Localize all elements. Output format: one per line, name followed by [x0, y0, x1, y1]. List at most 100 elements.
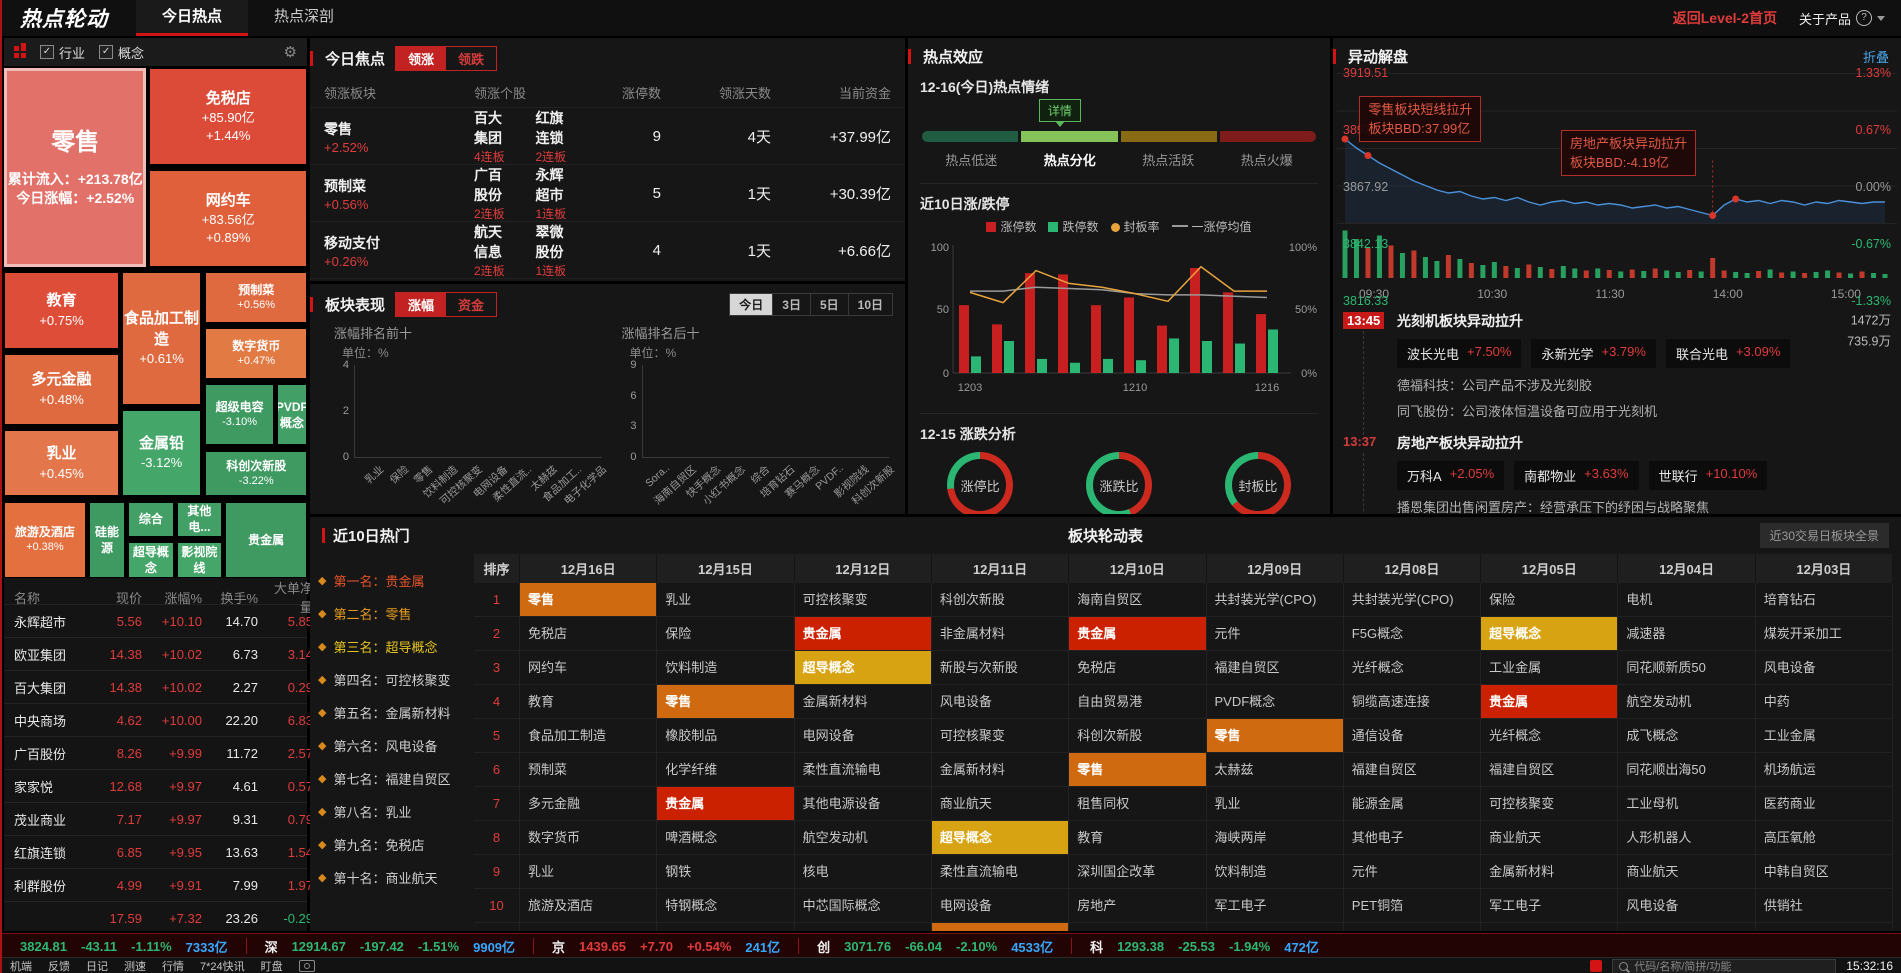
index-group[interactable]: 创 3071.76 -66.04 -2.10% 4533亿 — [798, 938, 1071, 955]
hot10-item[interactable]: ◆ 第三名：超导概念 — [318, 630, 468, 663]
focus-stock[interactable]: 永辉超市 1连板 — [536, 165, 572, 222]
sector-cell[interactable]: 培育钻石 — [1618, 923, 1756, 931]
treemap-block-金属铅[interactable]: 金属铅 -3.12% — [122, 409, 201, 497]
sector-cell[interactable]: 军工电子 — [1206, 889, 1344, 923]
sector-cell[interactable]: 饮料制造 — [657, 651, 795, 685]
sector-cell[interactable]: 食品加工制造 — [520, 719, 658, 753]
treemap-block-数字货币[interactable]: 数字货币 +0.47% — [205, 328, 307, 380]
index-group[interactable]: 深 12914.67 -197.42 -1.51% 9909亿 — [245, 938, 533, 955]
period-3日[interactable]: 3日 — [772, 294, 810, 315]
sector-cell[interactable]: 光纤概念 — [1343, 651, 1482, 685]
sector-cell[interactable]: 能源金属 — [1343, 787, 1482, 821]
sector-cell[interactable]: 太赫兹 — [1206, 753, 1344, 787]
toolbar-item-测速[interactable]: 测速 — [124, 961, 146, 973]
sector-cell[interactable]: 橡胶制品 — [657, 719, 795, 753]
treemap-block-贵金属[interactable]: 贵金属 — [225, 501, 307, 578]
checkbox-icon[interactable]: ✓ — [40, 45, 54, 59]
sector-cell[interactable]: 化学纤维 — [657, 753, 795, 787]
collapse-link[interactable]: 折叠 — [1862, 50, 1889, 65]
sector-cell[interactable]: 风电设备 — [931, 685, 1070, 719]
treemap-block-影视院线[interactable]: 影视院线 — [176, 542, 223, 578]
hot-icon[interactable] — [1590, 960, 1603, 972]
focus-stock[interactable]: 百大集团 4连板 — [474, 108, 510, 165]
sector-cell[interactable]: 成飞概念 — [1618, 719, 1756, 753]
sector-cell[interactable]: 钢铁 — [657, 855, 795, 889]
hot10-item[interactable]: ◆ 第九名：免税店 — [318, 828, 468, 861]
sector-cell[interactable]: 培育钻石 — [1755, 583, 1893, 617]
chevron-down-icon[interactable] — [1877, 15, 1885, 21]
toolbar-item-反馈[interactable]: 反馈 — [48, 961, 70, 973]
treemap-block-零售[interactable]: 零售 累计流入：+213.78亿 今日涨幅：+2.52% — [4, 68, 147, 267]
sentiment-detail-button[interactable]: 详情 — [1038, 99, 1081, 127]
sector-cell[interactable]: 其他电源设备 — [794, 787, 932, 821]
stock-chip[interactable]: 联合光电 +3.09% — [1665, 339, 1791, 368]
hot10-item[interactable]: ◆ 第七名：福建自贸区 — [318, 762, 468, 795]
sector-cell[interactable]: 乳业 — [1206, 787, 1344, 821]
sector-cell[interactable]: 啤酒概念 — [657, 821, 795, 855]
sector-cell[interactable]: 免税店 — [520, 617, 658, 651]
hot10-item[interactable]: ◆ 第一名：贵金属 — [318, 564, 468, 597]
sector-cell[interactable]: 工业金属 — [1481, 651, 1619, 685]
sector-cell[interactable]: 超导概念 — [1481, 617, 1619, 651]
index-group[interactable]: 科 1293.38 -25.53 -1.94% 472亿 — [1071, 938, 1337, 955]
sector-cell[interactable]: 海南自贸区 — [1069, 583, 1207, 617]
toolbar-item-盯盘[interactable]: 盯盘 — [260, 961, 283, 973]
back-level2-link[interactable]: 返回Level-2首页 — [1672, 10, 1777, 26]
stock-chip[interactable]: 波长光电 +7.50% — [1397, 339, 1522, 368]
sector-cell[interactable]: 贵金属 — [657, 787, 795, 821]
stock-row[interactable]: 百大集团 14.38 +10.02 2.27 0.29 — [4, 671, 313, 704]
focus-row[interactable]: 零售 +2.52% 百大集团 4连板 红旗连锁 2连板 9 4天 +37.99亿 — [310, 108, 905, 165]
sector-cell[interactable]: 医药商业 — [1755, 787, 1893, 821]
hot10-item[interactable]: ◆ 第五名：金属新材料 — [318, 696, 468, 729]
sector-cell[interactable]: 中韩自贸区 — [1755, 855, 1893, 889]
sector-cell[interactable]: 风电设备 — [1618, 889, 1756, 923]
sector-cell[interactable]: 深圳国企改革 — [1069, 855, 1207, 889]
treemap-block-超导概念[interactable]: 超导概念 — [128, 542, 174, 578]
sector-cell[interactable]: F5G概念 — [1343, 617, 1482, 651]
treemap-block-综合[interactable]: 综合 — [128, 501, 174, 538]
sector-cell[interactable]: 教育 — [520, 685, 658, 719]
sector-cell[interactable]: 零售 — [1206, 719, 1344, 753]
sector-cell[interactable]: 商业航天 — [1481, 821, 1619, 855]
hot10-item[interactable]: ◆ 第六名：风电设备 — [318, 729, 468, 762]
treemap-block-网约车[interactable]: 网约车 +83.56亿 +0.89% — [149, 170, 307, 267]
sector-cell[interactable]: 可控核聚变 — [794, 583, 932, 617]
sector-cell[interactable]: 人造肉 — [1069, 923, 1207, 931]
stock-chip[interactable]: 万科A +2.05% — [1397, 461, 1505, 490]
camera-icon[interactable] — [298, 960, 315, 972]
focus-stock[interactable]: 航天信息 2连板 — [474, 222, 510, 279]
search-box[interactable]: 代码/名称/简拼/功能 — [1612, 958, 1837, 973]
treemap-block-教育[interactable]: 教育 +0.75% — [4, 272, 120, 349]
sector-cell[interactable]: 金属新材料 — [931, 753, 1070, 787]
sector-cell[interactable]: PET铜箔 — [1343, 889, 1482, 923]
sector-cell[interactable]: 零售 — [1069, 753, 1207, 787]
sector-cell[interactable]: 元件 — [1343, 855, 1482, 889]
sector-cell[interactable]: 电网设备 — [931, 889, 1070, 923]
index-group[interactable]: 京 1439.65 +7.70 +0.54% 241亿 — [533, 938, 798, 955]
toolbar-item-7*24快讯[interactable]: 7*24快讯 — [200, 961, 245, 973]
period-5日[interactable]: 5日 — [809, 294, 848, 315]
sector-cell[interactable]: 超导概念 — [794, 651, 932, 685]
sector-cell[interactable]: 金属新材料 — [1481, 855, 1619, 889]
stock-chip[interactable]: 世联行 +10.10% — [1648, 461, 1768, 490]
overview-30d-button[interactable]: 近30交易日板块全景 — [1759, 523, 1889, 548]
focus-row[interactable]: 移动支付 +0.26% 航天信息 2连板 翠微股份 1连板 4 1天 +6.66亿 — [310, 222, 905, 279]
annotation-box[interactable]: 零售板块短线拉升 板块BBD:37.99亿 — [1359, 95, 1482, 142]
sector-cell[interactable]: 贵金属 — [1069, 617, 1207, 651]
tab-今日热点[interactable]: 今日热点 — [136, 0, 249, 36]
sector-cell[interactable]: 非金属材料 — [931, 617, 1070, 651]
sector-cell[interactable]: 供销社 — [1755, 889, 1893, 923]
stock-chip[interactable]: 永新光学 +3.79% — [1531, 339, 1656, 368]
sector-cell[interactable]: 高压氧舱 — [1755, 821, 1893, 855]
filter-概念[interactable]: ✓ 概念 — [99, 43, 144, 62]
sector-cell[interactable]: 数字货币 — [520, 821, 658, 855]
treemap-block-乳业[interactable]: 乳业 +0.45% — [4, 430, 120, 497]
sector-cell[interactable]: 航空发动机 — [794, 821, 932, 855]
sector-cell[interactable]: 流感 — [1481, 923, 1619, 931]
sector-cell[interactable]: 科创次新股 — [1069, 719, 1207, 753]
stock-chip[interactable]: 南都物业 +3.63% — [1514, 461, 1639, 490]
sector-cell[interactable]: 保险 — [657, 617, 795, 651]
annotation-box[interactable]: 房地产板块异动拉升 板块BBD:-4.19亿 — [1561, 130, 1697, 176]
sector-cell[interactable]: 零售 — [520, 583, 658, 617]
filter-行业[interactable]: ✓ 行业 — [40, 43, 85, 62]
